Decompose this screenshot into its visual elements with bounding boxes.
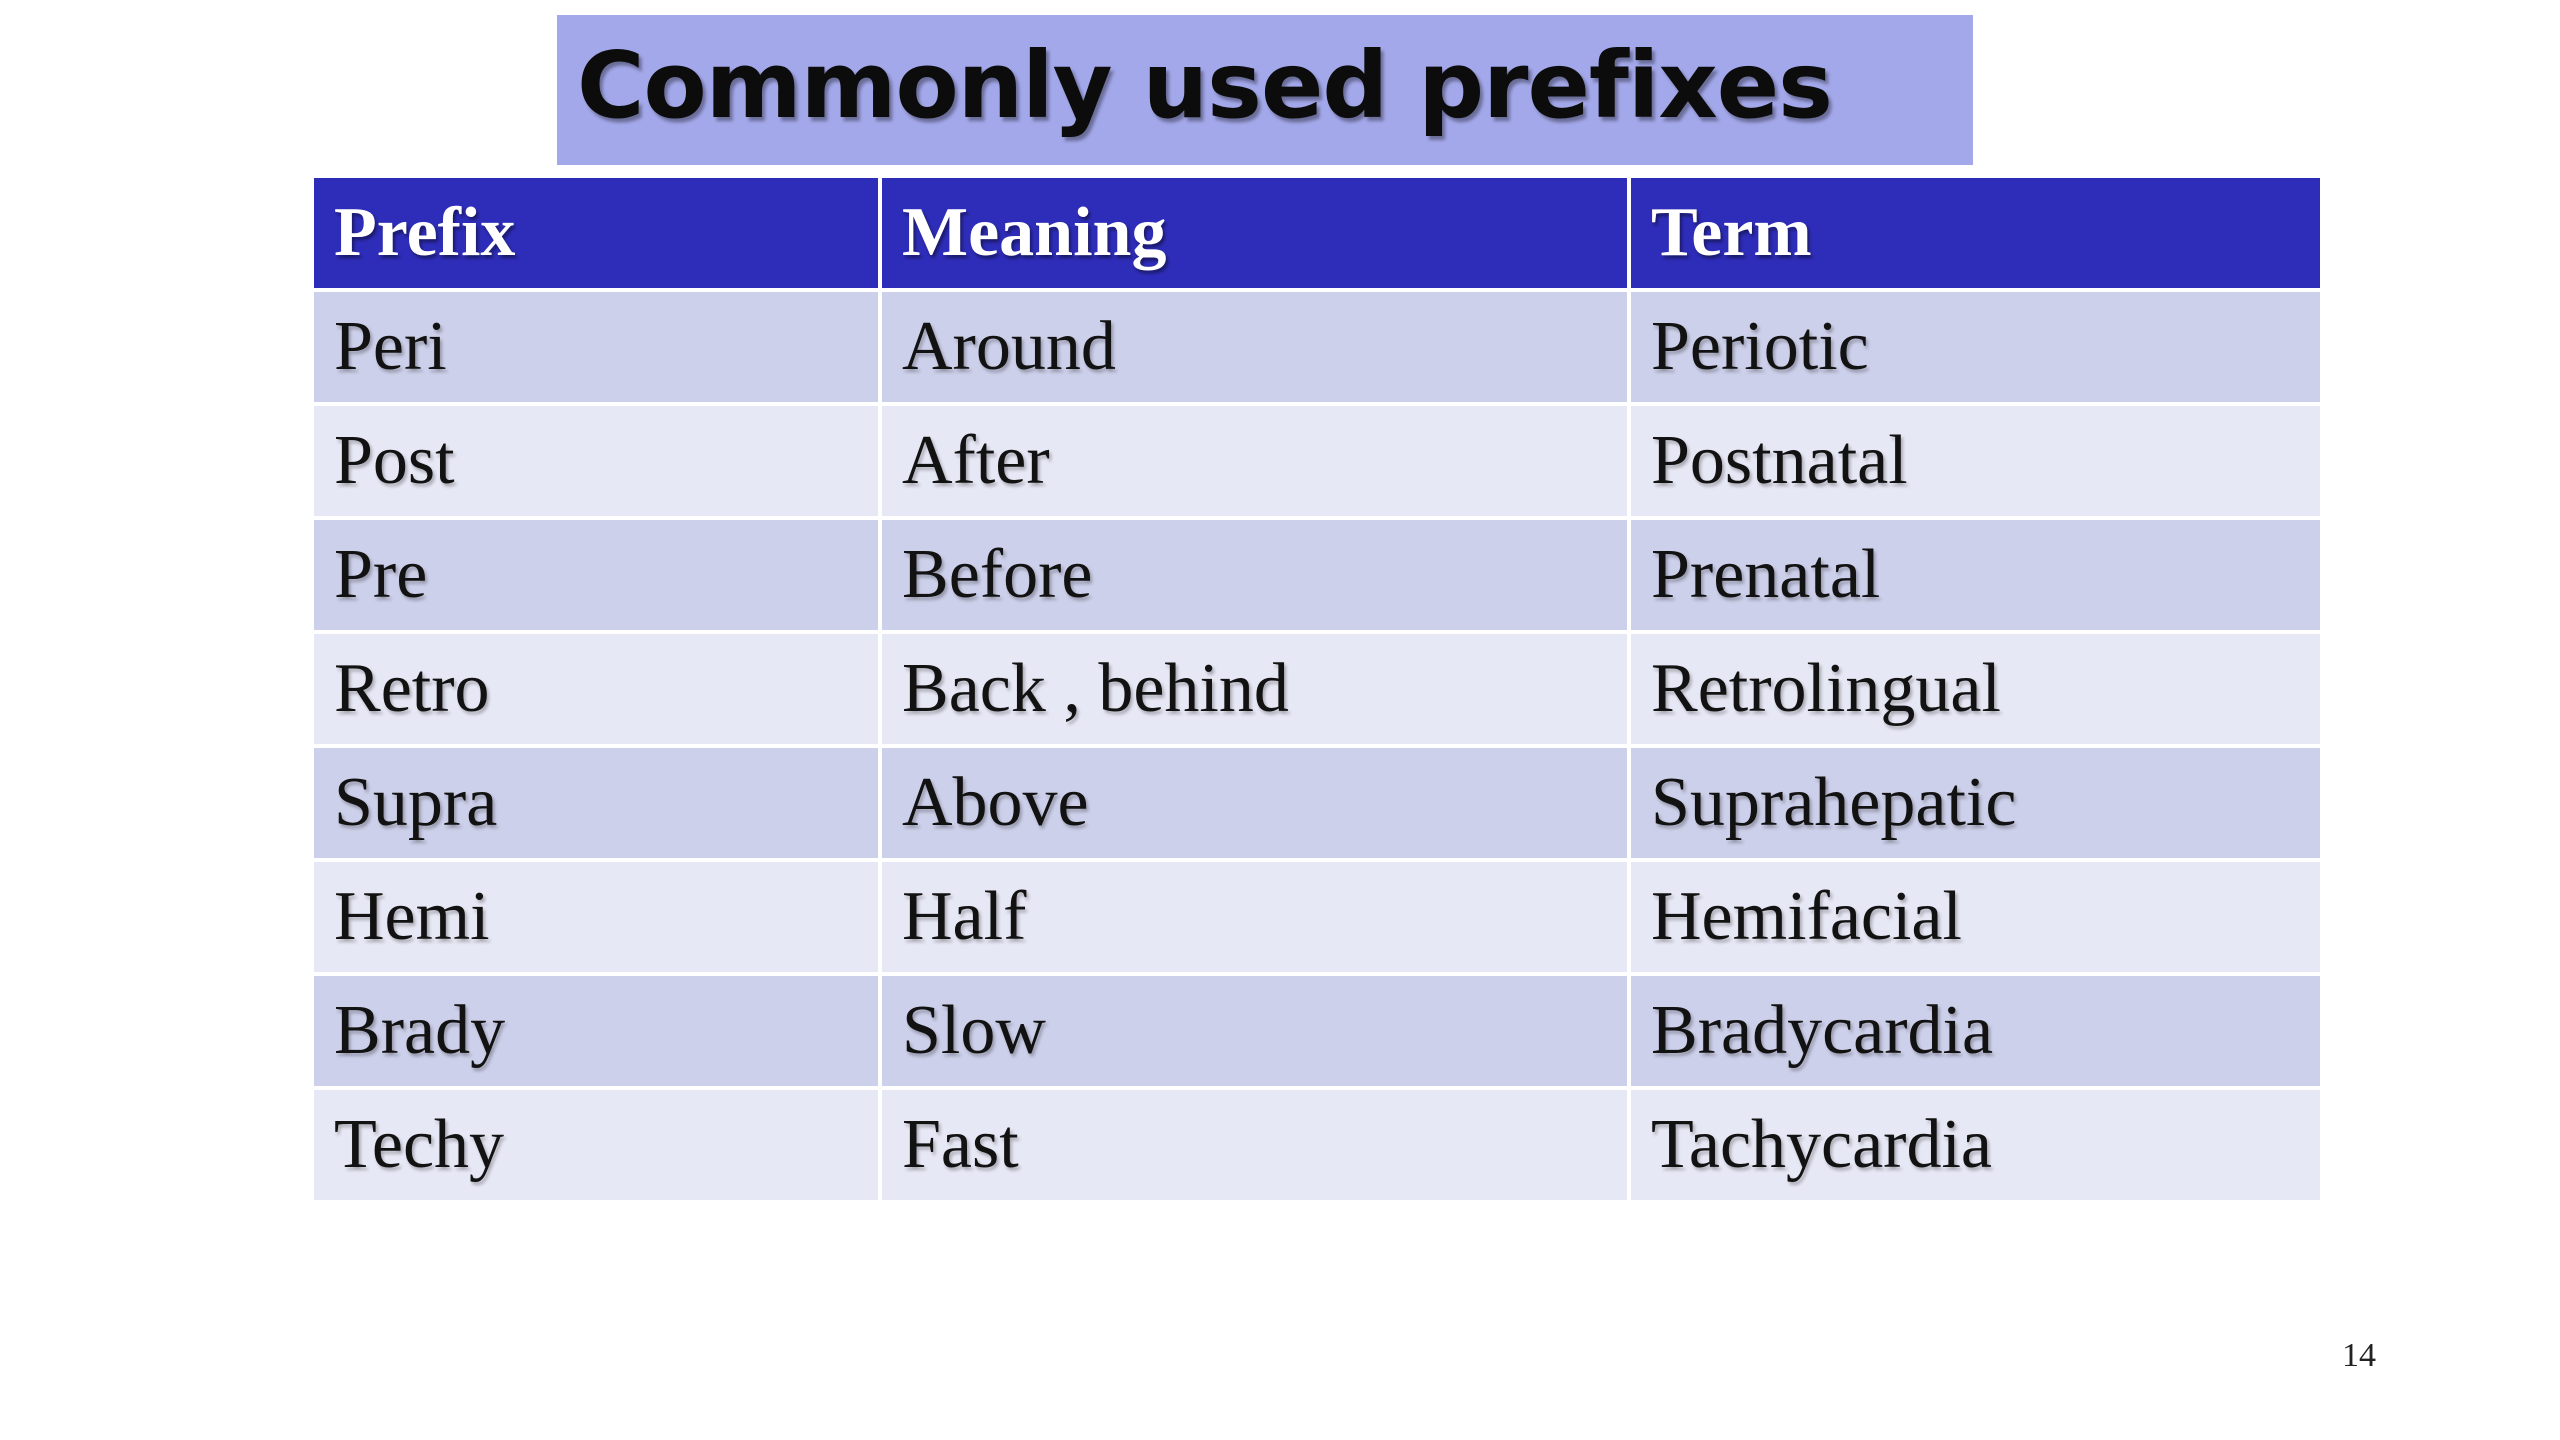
meaning-cell: Around (882, 292, 1627, 402)
table-row: Brady Slow Bradycardia (314, 976, 2320, 1086)
prefix-cell: Supra (314, 748, 878, 858)
term-cell: Postnatal (1631, 406, 2320, 516)
column-header-meaning: Meaning (882, 178, 1627, 288)
meaning-cell: Back , behind (882, 634, 1627, 744)
table-row: Techy Fast Tachycardia (314, 1090, 2320, 1200)
table-row: Hemi Half Hemifacial (314, 862, 2320, 972)
prefix-cell: Brady (314, 976, 878, 1086)
table-row: Post After Postnatal (314, 406, 2320, 516)
prefix-table: Prefix Meaning Term Peri Around Periotic… (310, 174, 2324, 1204)
term-cell: Suprahepatic (1631, 748, 2320, 858)
meaning-cell: Slow (882, 976, 1627, 1086)
table-row: Retro Back , behind Retrolingual (314, 634, 2320, 744)
prefix-cell: Retro (314, 634, 878, 744)
meaning-cell: Fast (882, 1090, 1627, 1200)
meaning-cell: Half (882, 862, 1627, 972)
meaning-cell: Above (882, 748, 1627, 858)
table-header-row: Prefix Meaning Term (314, 178, 2320, 288)
term-cell: Periotic (1631, 292, 2320, 402)
slide-number: 14 (2342, 1337, 2376, 1374)
prefix-cell: Techy (314, 1090, 878, 1200)
term-cell: Prenatal (1631, 520, 2320, 630)
term-cell: Bradycardia (1631, 976, 2320, 1086)
column-header-prefix: Prefix (314, 178, 878, 288)
meaning-cell: Before (882, 520, 1627, 630)
term-cell: Retrolingual (1631, 634, 2320, 744)
prefix-cell: Hemi (314, 862, 878, 972)
term-cell: Tachycardia (1631, 1090, 2320, 1200)
table-row: Pre Before Prenatal (314, 520, 2320, 630)
prefix-cell: Post (314, 406, 878, 516)
table-row: Supra Above Suprahepatic (314, 748, 2320, 858)
column-header-term: Term (1631, 178, 2320, 288)
slide-title: Commonly used prefixes (577, 32, 1833, 139)
meaning-cell: After (882, 406, 1627, 516)
prefix-cell: Peri (314, 292, 878, 402)
table-row: Peri Around Periotic (314, 292, 2320, 402)
prefix-cell: Pre (314, 520, 878, 630)
title-banner: Commonly used prefixes (557, 15, 1973, 165)
term-cell: Hemifacial (1631, 862, 2320, 972)
